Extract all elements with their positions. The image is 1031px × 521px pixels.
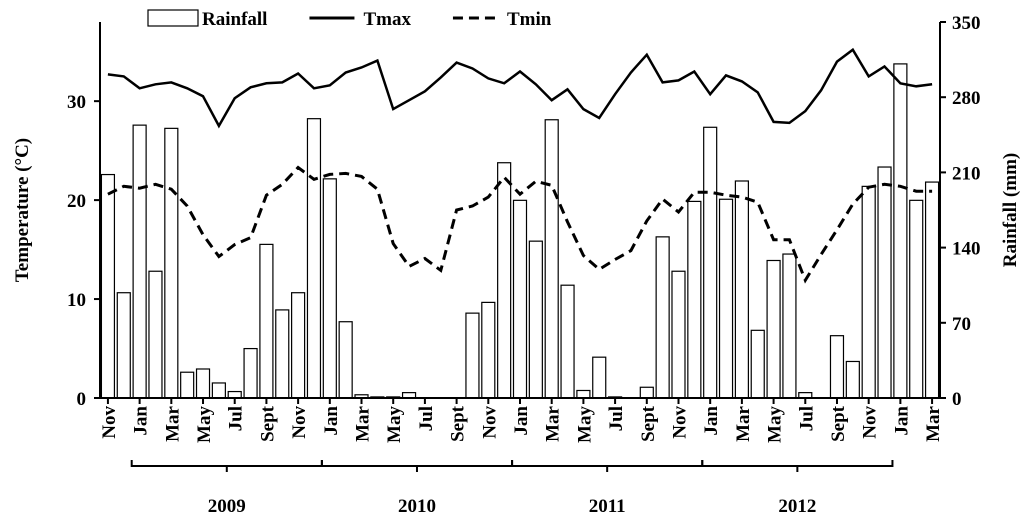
- year-bracket: [320, 460, 514, 472]
- bar: [259, 243, 274, 399]
- x-tick-label: May: [574, 406, 595, 443]
- x-tick-label: Nov: [99, 406, 120, 439]
- bar: [845, 360, 860, 399]
- bar: [893, 63, 908, 399]
- y2-tick-label: 0: [952, 389, 962, 410]
- bar: [291, 292, 306, 399]
- bar: [116, 292, 131, 399]
- x-tick-label: Nov: [479, 406, 500, 439]
- x-tick-label: Mar: [353, 405, 374, 441]
- year-bracket: [130, 460, 323, 472]
- bar: [465, 312, 480, 399]
- bar: [750, 329, 765, 399]
- legend-label: Rainfall: [202, 9, 267, 30]
- x-tick-label: Sept: [448, 405, 469, 442]
- bar: [481, 301, 496, 399]
- bar: [195, 368, 211, 399]
- bar: [687, 200, 702, 399]
- x-tick-label: Nov: [289, 406, 310, 439]
- year-label: 2012: [778, 496, 816, 517]
- x-tick-label: Mar: [543, 405, 564, 441]
- y-tick-label: 30: [67, 92, 86, 113]
- y2-axis-label: Rainfall (mm): [1000, 153, 1021, 268]
- year-label: 2010: [398, 496, 436, 517]
- x-tick-label: May: [765, 406, 786, 443]
- y2-tick-label: 210: [952, 163, 981, 184]
- bar: [211, 382, 226, 399]
- line: [107, 165, 933, 284]
- bar: [544, 119, 559, 399]
- bar: [243, 347, 258, 399]
- bar: [497, 162, 512, 399]
- x-tick-label: May: [194, 406, 215, 443]
- year-label: 2011: [589, 496, 626, 517]
- y2-tick-label: 280: [952, 88, 981, 109]
- y2-tick-label: 70: [952, 314, 971, 335]
- bar: [718, 198, 734, 399]
- bar: [576, 389, 591, 399]
- x-tick-label: Jan: [511, 406, 532, 436]
- bar: [322, 178, 337, 399]
- bar: [132, 124, 147, 399]
- bar: [528, 240, 543, 399]
- year-label: 2009: [208, 496, 246, 517]
- bar: [782, 253, 797, 399]
- x-tick-label: Jan: [891, 406, 912, 436]
- x-tick-label: Jan: [321, 406, 342, 436]
- bar: [100, 173, 116, 399]
- x-tick-label: Sept: [638, 405, 659, 442]
- bar: [592, 356, 607, 399]
- y2-tick-label: 350: [952, 13, 981, 34]
- bar: [734, 180, 749, 399]
- x-tick-label: Nov: [860, 406, 881, 439]
- bar: [655, 236, 670, 399]
- bar: [180, 371, 195, 399]
- x-tick-label: Sept: [828, 405, 849, 442]
- bar: [924, 181, 940, 399]
- year-bracket: [511, 460, 704, 472]
- x-tick-label: Jul: [226, 406, 247, 431]
- x-tick-label: Nov: [669, 406, 690, 439]
- bar: [275, 309, 290, 399]
- x-tick-label: Jan: [701, 406, 722, 436]
- bar: [877, 166, 892, 399]
- x-tick-label: Jul: [606, 406, 627, 431]
- x-tick-label: Jan: [131, 406, 152, 436]
- bar: [560, 284, 575, 399]
- bar: [512, 199, 528, 399]
- legend-swatch: [147, 9, 199, 27]
- bar: [671, 270, 686, 399]
- bar: [338, 321, 353, 399]
- x-tick-label: Mar: [733, 405, 754, 441]
- x-tick-label: Jul: [796, 406, 817, 431]
- year-bracket: [701, 460, 894, 472]
- legend-label: Tmax: [363, 9, 411, 30]
- bar: [829, 335, 845, 399]
- bar: [639, 386, 654, 399]
- x-tick-label: May: [384, 406, 405, 443]
- y-tick-label: 10: [67, 290, 86, 311]
- y-tick-label: 20: [67, 191, 86, 212]
- x-tick-label: Sept: [257, 405, 278, 442]
- legend-label: Tmin: [507, 9, 552, 30]
- bar: [909, 199, 924, 399]
- bar: [306, 118, 322, 399]
- x-tick-label: Jul: [416, 406, 437, 431]
- bar: [861, 185, 876, 399]
- line: [107, 47, 933, 129]
- bar: [766, 259, 781, 399]
- bar: [164, 127, 179, 399]
- y-tick-label: 0: [77, 389, 87, 410]
- bar: [148, 270, 163, 399]
- x-tick-label: Mar: [923, 405, 944, 441]
- bar: [703, 126, 718, 399]
- y-axis-label: Temperature (°C): [12, 138, 33, 282]
- y2-tick-label: 140: [952, 239, 981, 260]
- x-tick-label: Mar: [162, 405, 183, 441]
